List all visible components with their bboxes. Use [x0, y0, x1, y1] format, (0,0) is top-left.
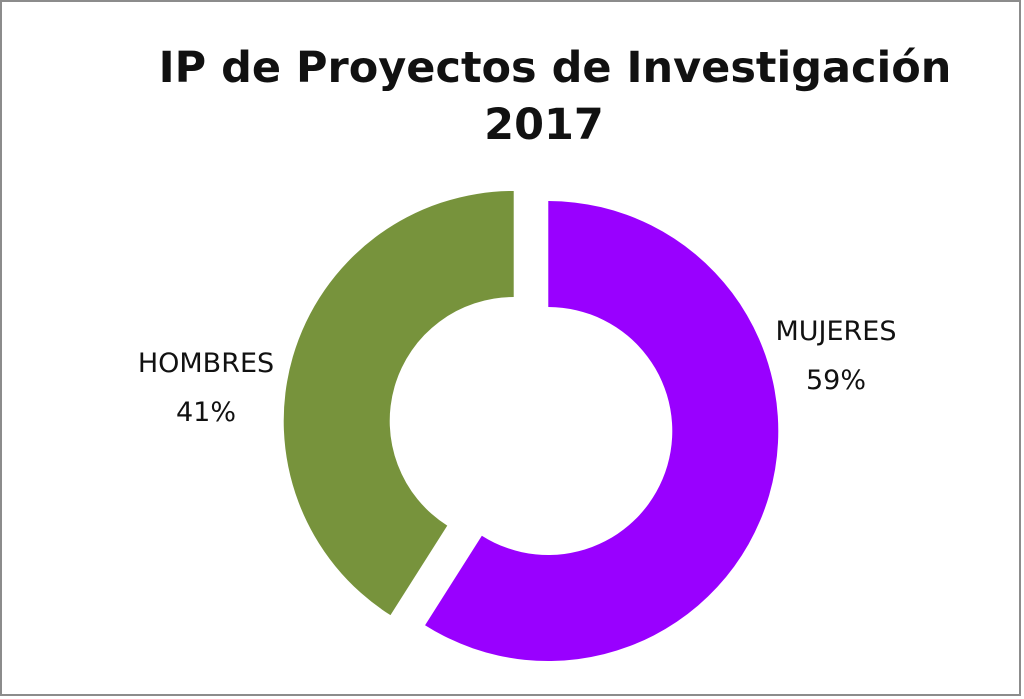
slice-label-mujeres-name: MUJERES [775, 316, 896, 347]
chart-title-line-2: 2017 [484, 100, 604, 150]
slice-label-mujeres-percent: 59% [806, 365, 866, 396]
donut-slice-hombres [283, 190, 514, 616]
slice-label-hombres-name: HOMBRES [138, 348, 274, 379]
donut-slice-mujeres [425, 201, 779, 662]
slice-label-hombres-percent: 41% [176, 397, 236, 428]
chart-title-line-1: IP de Proyectos de Investigación [158, 43, 952, 93]
